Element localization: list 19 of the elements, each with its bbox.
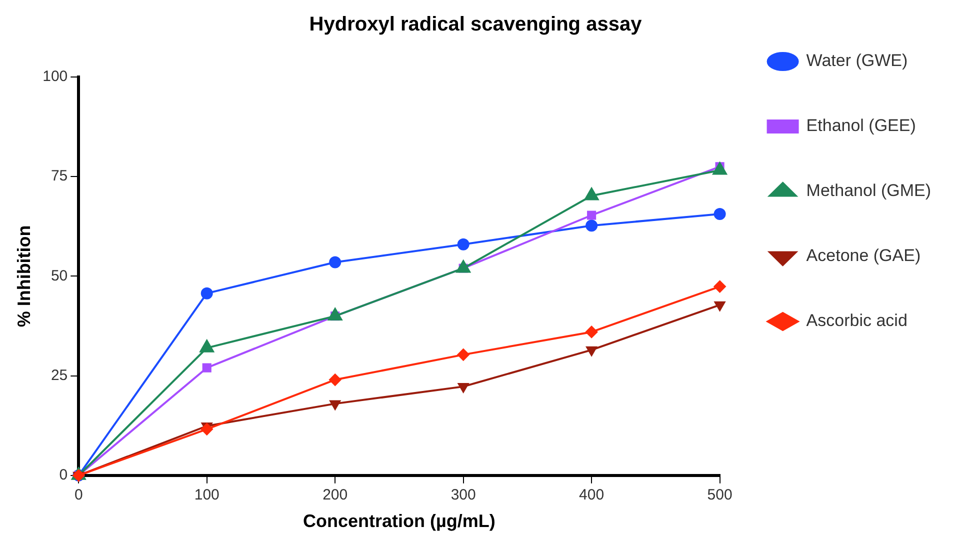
y-tick-label: 75 — [50, 168, 68, 185]
legend-label: Water (GWE) — [806, 51, 908, 70]
y-tick-label: 25 — [50, 366, 68, 384]
legend-label: Ethanol (GEE) — [806, 116, 916, 136]
y-tick-label: 0 — [59, 466, 68, 484]
legend-label: Methanol (GME) — [806, 181, 931, 200]
x-tick-label: 400 — [579, 486, 604, 504]
legend-label: Ascorbic acid — [806, 311, 908, 330]
y-tick-label: 100 — [42, 68, 68, 86]
x-tick-label: 500 — [707, 486, 732, 504]
legend-label: Acetone (GAE) — [806, 246, 921, 266]
chart-title: Hydroxyl radical scavenging assay — [309, 14, 643, 36]
x-tick-label: 200 — [322, 486, 348, 504]
y-axis-title: % Inhibition — [14, 225, 34, 328]
x-tick-label: 300 — [450, 486, 476, 504]
x-axis-title: Concentration (µg/mL) — [303, 511, 496, 532]
x-tick-label: 0 — [74, 486, 83, 504]
y-tick-label: 50 — [50, 267, 68, 284]
x-tick-label: 100 — [194, 486, 220, 504]
